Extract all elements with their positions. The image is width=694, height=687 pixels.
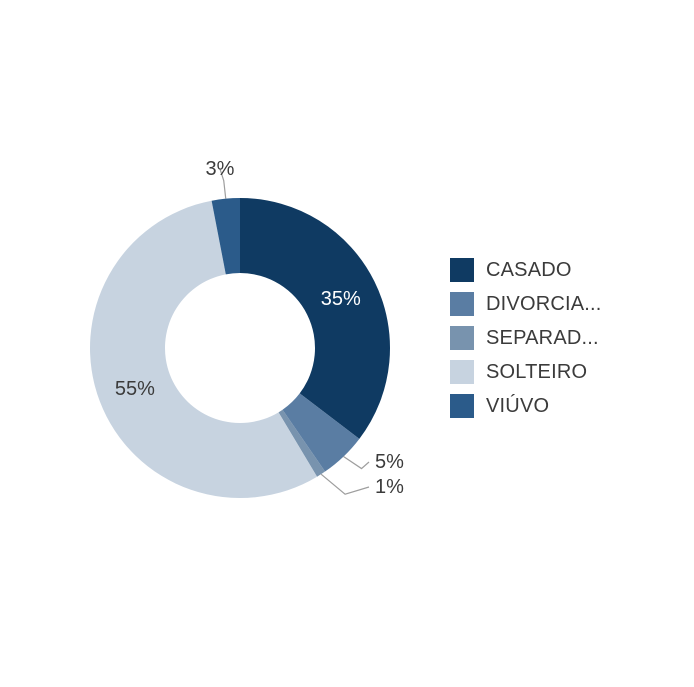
legend-label: VIÚVO xyxy=(486,395,549,418)
legend-label: CASADO xyxy=(486,259,572,282)
leader-line-separado xyxy=(321,474,369,494)
legend-swatch xyxy=(450,326,474,350)
legend-swatch xyxy=(450,258,474,282)
legend-label: DIVORCIA... xyxy=(486,293,602,316)
legend-label: SOLTEIRO xyxy=(486,361,587,384)
legend-swatch xyxy=(450,394,474,418)
legend: CASADO DIVORCIA... SEPARAD... SOLTEIRO V… xyxy=(450,258,602,428)
slice-label-viuvo: 3% xyxy=(206,158,235,180)
legend-item: VIÚVO xyxy=(450,394,602,418)
slice-label-casado: 35% xyxy=(321,288,361,310)
legend-item: SEPARAD... xyxy=(450,326,602,350)
legend-item: SOLTEIRO xyxy=(450,360,602,384)
donut-chart-container: 35% 55% 5% 1% 3% CASADO DIVORCIA... SEPARAD.… xyxy=(0,0,694,687)
slice-label-separado: 1% xyxy=(375,476,404,498)
legend-item: DIVORCIA... xyxy=(450,292,602,316)
legend-swatch xyxy=(450,360,474,384)
legend-label: SEPARAD... xyxy=(486,327,599,350)
legend-item: CASADO xyxy=(450,258,602,282)
slice-label-solteiro: 55% xyxy=(115,378,155,400)
donut-slice-casado xyxy=(240,198,390,439)
leader-line-divorciado xyxy=(344,457,369,469)
legend-swatch xyxy=(450,292,474,316)
slice-label-divorciado: 5% xyxy=(375,451,404,473)
